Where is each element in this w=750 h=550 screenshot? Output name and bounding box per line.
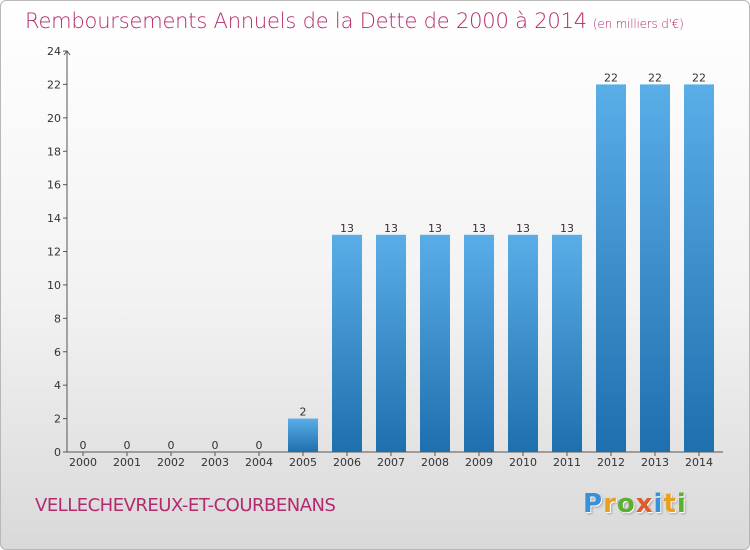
y-tick-label: 12 [47,246,61,259]
y-tick-label: 16 [47,179,61,192]
x-tick-label: 2009 [465,456,493,469]
x-tick-label: 2003 [201,456,229,469]
value-label: 0 [212,439,219,452]
logo-letter: i [653,489,664,519]
x-tick-label: 2011 [553,456,581,469]
x-tick-label: 2014 [685,456,713,469]
x-tick-label: 2001 [113,456,141,469]
bar-2012 [596,84,626,453]
chart-subtitle: (en milliers d'€) [592,17,684,31]
chart-labels: 2000 0 2001 0 2002 0 2003 0 2004 0 2005 2 2006 13 2007… [69,71,713,469]
y-tick-label: 0 [54,446,61,459]
value-label: 22 [692,71,706,84]
value-label: 13 [560,222,574,235]
x-tick-label: 2013 [641,456,669,469]
y-tick-label: 2 [54,413,61,426]
logo-letter: x [635,489,654,519]
value-label: 13 [516,222,530,235]
logo-letter: t [663,489,677,519]
y-tick-label: 4 [54,379,61,392]
value-label: 22 [604,71,618,84]
x-tick-label: 2004 [245,456,273,469]
y-tick-label: 24 [47,45,61,58]
bar-2006 [332,234,362,452]
bar-2008 [420,234,450,452]
bar-2010 [508,234,538,452]
x-tick-label: 2002 [157,456,185,469]
value-label: 0 [124,439,131,452]
value-label: 0 [256,439,263,452]
x-tick-label: 2010 [509,456,537,469]
value-label: 2 [300,406,307,419]
bar-2009 [464,234,494,452]
bar-2014 [684,84,714,453]
logo-letter: P [583,489,604,519]
y-tick-label: 14 [47,212,61,225]
x-tick-label: 2008 [421,456,449,469]
y-tick-label: 18 [47,145,61,158]
x-tick-label: 2012 [597,456,625,469]
x-tick-label: 2007 [377,456,405,469]
value-label: 0 [168,439,175,452]
value-label: 13 [384,222,398,235]
value-label: 13 [428,222,442,235]
value-label: 0 [80,439,87,452]
y-tick-label: 8 [54,312,61,325]
logo-letter: o [616,489,636,519]
y-tick-label: 20 [47,112,61,125]
bar-2011 [552,234,582,452]
y-tick-label: 6 [54,346,61,359]
x-tick-label: 2006 [333,456,361,469]
bar-2007 [376,234,406,452]
chart-title: Remboursements Annuels de la Dette de 20… [25,9,684,33]
y-tick-label: 10 [47,279,61,292]
y-tick-label: 22 [47,78,61,91]
chart-bars [288,84,714,453]
value-label: 13 [340,222,354,235]
logo-letter: r [603,489,617,519]
proxiti-logo[interactable]: Proxiti [583,489,687,519]
bar-2013 [640,84,670,453]
value-label: 22 [648,71,662,84]
bar-2005 [288,418,318,452]
logo-letter: i [676,489,687,519]
commune-name: VELLECHEVREUX-ET-COURBENANS [35,495,336,516]
x-tick-label: 2005 [289,456,317,469]
value-label: 13 [472,222,486,235]
x-tick-label: 2000 [69,456,97,469]
